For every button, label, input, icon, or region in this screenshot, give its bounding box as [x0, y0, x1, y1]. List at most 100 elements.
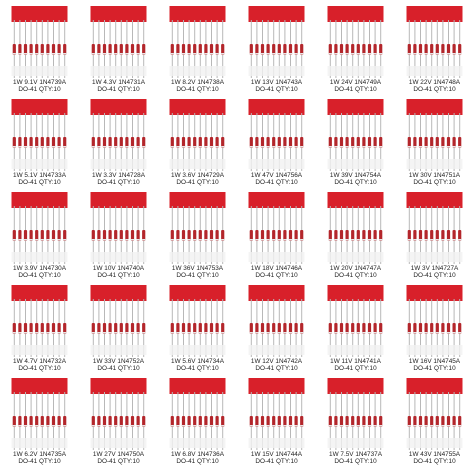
diode-band — [12, 53, 16, 55]
diode-band — [407, 239, 411, 241]
diode-body — [373, 416, 377, 427]
diode-body — [198, 416, 202, 427]
diode-band — [63, 425, 67, 427]
diode-body — [356, 230, 360, 241]
diode-body — [18, 230, 22, 241]
diode-body — [379, 137, 383, 148]
label-line2: DO-41 QTY:10 — [255, 179, 298, 186]
diode-body — [57, 44, 61, 55]
diode-band — [300, 146, 304, 148]
diode-body — [435, 44, 439, 55]
label-line1: 1W 24V 1N4749A — [330, 79, 382, 86]
diode-band — [300, 239, 304, 241]
diode-body — [209, 323, 214, 334]
diode-band — [204, 425, 208, 427]
diode-band — [102, 146, 107, 148]
diode-body — [170, 230, 174, 241]
diode-body — [57, 230, 61, 241]
diode-band — [102, 332, 107, 334]
diode-body — [130, 416, 135, 427]
diode-band — [288, 425, 293, 427]
diode-band — [18, 332, 22, 334]
diode-body — [63, 416, 67, 427]
diode-band — [260, 332, 265, 334]
diode-band — [40, 53, 44, 55]
diode-band — [300, 425, 304, 427]
diode-band — [97, 425, 101, 427]
diode-body — [209, 416, 214, 427]
diode-band — [424, 146, 428, 148]
diode-body — [142, 137, 146, 148]
diode-body — [452, 230, 456, 241]
diode-band — [221, 53, 225, 55]
diode-body — [266, 230, 270, 241]
diode-band — [328, 425, 332, 427]
diode-band — [367, 239, 372, 241]
diode-body — [283, 323, 287, 334]
diode-body — [193, 323, 197, 334]
label-line1: 1W 6.8V 1N4736A — [171, 451, 225, 458]
label-line2: DO-41 QTY:10 — [97, 86, 140, 93]
diode-body — [272, 323, 276, 334]
diode-body — [430, 44, 434, 55]
label-line2: DO-41 QTY:10 — [18, 272, 61, 279]
diode-body — [193, 230, 197, 241]
diode-band — [125, 239, 129, 241]
diode-band — [204, 146, 208, 148]
diode-body — [407, 230, 411, 241]
tape-bottom — [406, 438, 463, 448]
diode-band — [221, 425, 225, 427]
diode-body — [418, 44, 423, 55]
diode-body — [351, 230, 355, 241]
diode-body — [288, 230, 293, 241]
diode-body — [170, 44, 174, 55]
diode-body — [35, 416, 39, 427]
diode-body — [209, 230, 214, 241]
diode-body — [97, 137, 101, 148]
diode-band — [91, 53, 95, 55]
diode-band — [283, 239, 287, 241]
diode-body — [63, 323, 67, 334]
label-line2: DO-41 QTY:10 — [97, 365, 140, 372]
diode-body — [424, 416, 428, 427]
diode-band — [23, 146, 28, 148]
diode-body — [35, 230, 39, 241]
diode-band — [193, 332, 197, 334]
diode-body — [187, 416, 191, 427]
diode-band — [294, 146, 298, 148]
label-line1: 1W 20V 1N4747A — [330, 265, 382, 272]
diode-band — [187, 53, 191, 55]
diode-band — [215, 146, 219, 148]
diode-band — [198, 146, 202, 148]
diode-body — [300, 323, 304, 334]
diode-band — [277, 146, 281, 148]
diode-body — [362, 323, 366, 334]
diode-body — [221, 230, 225, 241]
label-line2: DO-41 QTY:10 — [334, 86, 377, 93]
diode-body — [413, 137, 417, 148]
diode-band — [23, 425, 28, 427]
diode-body — [435, 416, 439, 427]
diode-body — [260, 137, 265, 148]
diode-body — [334, 44, 338, 55]
diode-band — [102, 239, 107, 241]
diode-body — [102, 137, 107, 148]
diode-band — [46, 53, 50, 55]
diode-body — [424, 44, 428, 55]
diode-body — [114, 230, 118, 241]
diode-band — [12, 146, 16, 148]
diode-body — [288, 137, 293, 148]
tape-bottom — [327, 438, 384, 448]
tape — [248, 285, 305, 301]
diode-band — [452, 425, 456, 427]
diode-band — [130, 239, 135, 241]
diode-band — [418, 239, 423, 241]
diode-body — [339, 137, 344, 148]
tape — [406, 285, 463, 301]
